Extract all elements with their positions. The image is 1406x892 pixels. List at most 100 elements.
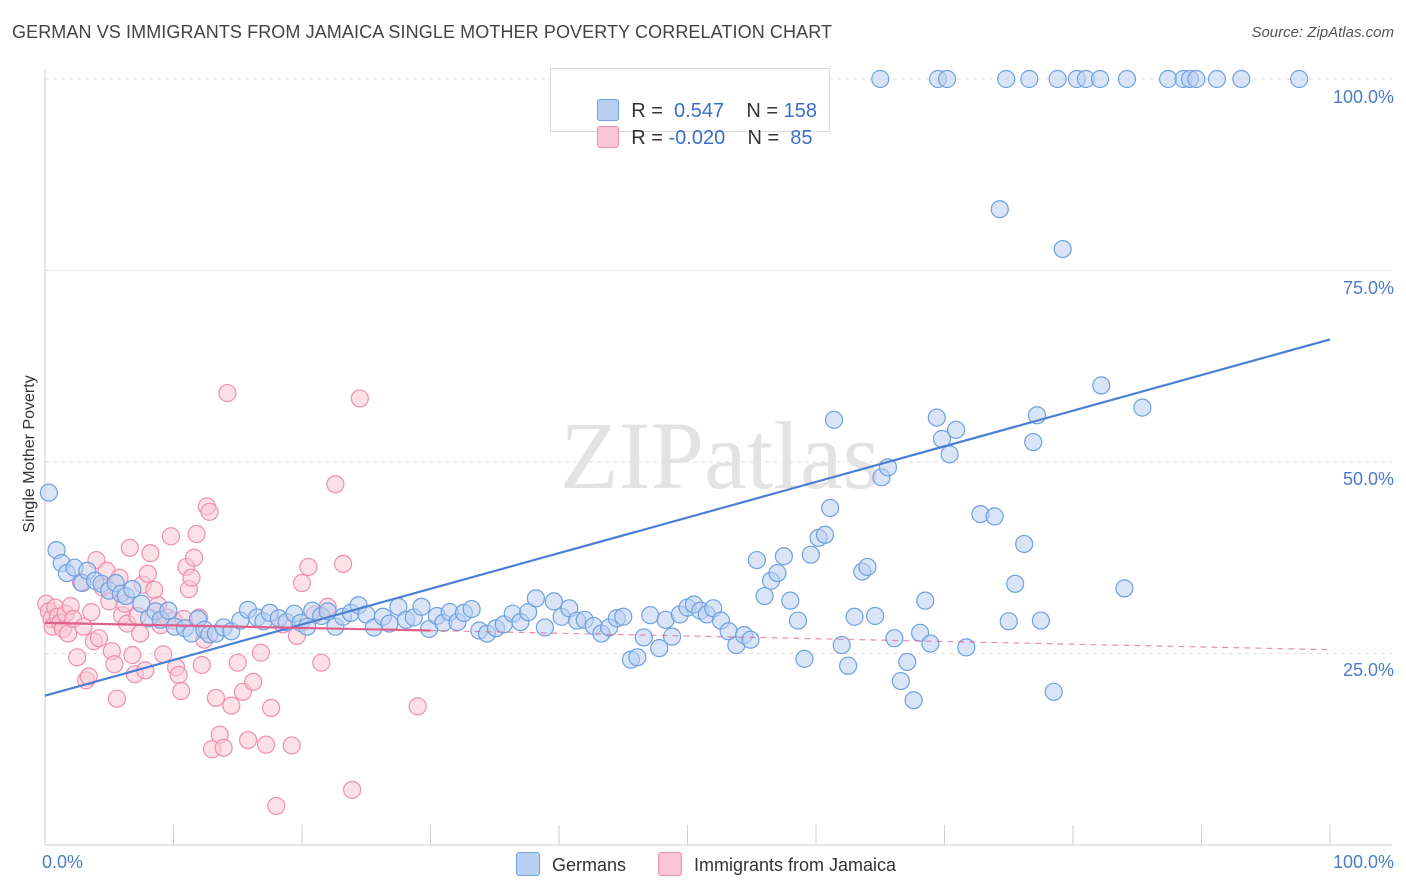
data-point: [123, 580, 142, 599]
data-point: [222, 696, 241, 715]
data-point: [1290, 69, 1309, 89]
data-point: [244, 672, 263, 691]
data-point: [1044, 682, 1063, 701]
data-point: [634, 628, 653, 647]
y-tick-label: 25.0%: [1342, 660, 1394, 680]
data-point: [1053, 239, 1072, 259]
data-point: [801, 545, 820, 564]
data-point: [326, 475, 345, 494]
chart-title: GERMAN VS IMMIGRANTS FROM JAMAICA SINGLE…: [12, 22, 833, 42]
n-label: N =: [747, 127, 780, 149]
data-point: [832, 635, 851, 655]
data-point: [145, 580, 164, 600]
data-point: [299, 557, 318, 577]
data-point: [161, 527, 181, 546]
data-point: [885, 629, 904, 648]
data-point: [206, 688, 226, 708]
data-point: [858, 557, 877, 577]
data-point: [120, 538, 139, 557]
source-label: Source: ZipAtlas.com: [1251, 24, 1394, 41]
data-point: [159, 601, 178, 620]
data-point: [957, 638, 976, 657]
data-point: [535, 618, 554, 637]
legend-swatch-germans: [597, 99, 620, 121]
data-point: [138, 564, 157, 583]
data-point: [614, 607, 633, 626]
n-value-germans: 158: [783, 100, 817, 122]
data-point: [256, 735, 276, 754]
data-point: [267, 796, 286, 816]
axes: [44, 70, 1392, 846]
bottom-swatch-germans: [516, 852, 540, 876]
n-label: N =: [746, 100, 779, 122]
data-point: [650, 639, 669, 658]
data-point: [462, 599, 481, 619]
y-tick-label: 75.0%: [1342, 278, 1394, 298]
data-point: [228, 653, 247, 672]
bottom-legend-jamaica: Immigrants from Jamaica: [658, 852, 896, 876]
data-point: [412, 597, 431, 616]
data-point: [1115, 579, 1134, 598]
data-point: [123, 645, 142, 665]
data-point: [105, 655, 124, 674]
data-point: [755, 586, 774, 606]
data-point: [866, 606, 885, 626]
data-point: [845, 607, 864, 626]
data-point: [1015, 534, 1034, 554]
data-point: [990, 200, 1009, 219]
data-point: [774, 547, 793, 566]
trend-lines: [44, 338, 1331, 697]
data-point: [74, 617, 93, 636]
trend-line-jamaica: [44, 621, 431, 632]
data-point: [1232, 69, 1251, 89]
trend-line-jamaica-extension: [430, 629, 1331, 651]
data-point: [238, 730, 258, 750]
jamaica-points: [37, 383, 427, 816]
data-point: [172, 681, 191, 701]
data-point: [795, 649, 814, 668]
correlation-legend: R = 0.547 N = 158 R = -0.020 N = 85: [550, 68, 830, 149]
data-point: [343, 780, 362, 799]
data-point: [544, 592, 563, 611]
data-point: [519, 603, 538, 622]
data-point: [891, 671, 910, 691]
r-label: R =: [631, 127, 663, 149]
data-point: [741, 630, 760, 649]
data-point: [641, 606, 660, 625]
data-point: [182, 568, 201, 587]
data-point: [768, 563, 787, 583]
r-label: R =: [631, 100, 663, 122]
data-point: [824, 410, 844, 429]
y-axis-label: Single Mother Poverty: [21, 375, 38, 533]
data-point: [927, 408, 946, 427]
trend-line-germans: [44, 338, 1331, 697]
data-point: [904, 691, 923, 710]
data-point: [916, 591, 935, 610]
data-point: [997, 69, 1016, 89]
data-point: [1133, 398, 1152, 417]
data-point: [312, 653, 331, 672]
data-point: [1187, 69, 1206, 89]
data-point: [940, 445, 959, 464]
data-point: [815, 525, 835, 544]
data-point: [79, 667, 98, 686]
x-tick-label-min: 0.0%: [42, 852, 84, 872]
data-point: [788, 611, 808, 630]
y-axis-label-wrap: Single Mother Poverty: [10, 360, 40, 560]
data-point: [1092, 376, 1111, 395]
data-point: [999, 612, 1018, 631]
data-point: [107, 689, 127, 708]
data-point: [141, 544, 160, 563]
data-point: [1006, 574, 1025, 593]
data-point: [200, 502, 219, 521]
data-point: [187, 524, 206, 544]
data-point: [937, 69, 957, 89]
data-point: [334, 554, 353, 573]
data-point: [89, 629, 109, 648]
data-point: [821, 498, 840, 518]
data-point: [39, 483, 58, 502]
y-tick-label: 100.0%: [1332, 87, 1394, 107]
data-point: [262, 698, 281, 717]
bottom-legend-label: Germans: [552, 855, 627, 875]
